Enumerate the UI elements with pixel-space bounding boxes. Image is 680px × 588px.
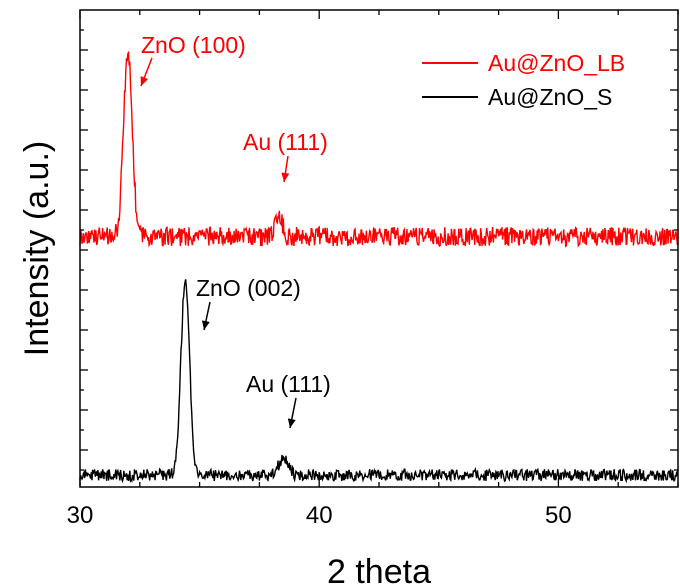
legend: Au@ZnO_LB Au@ZnO_S [422, 50, 625, 110]
annotation-zno-100: ZnO (100) [141, 32, 246, 58]
annotation-arrow-head [281, 172, 290, 182]
series-line-au-zno-s [79, 279, 679, 484]
x-tick-label: 40 [306, 502, 333, 529]
series-line-au-zno-lb [79, 50, 679, 249]
annotation-au-111-lb: Au (111) [243, 129, 328, 155]
annotation-au-111-s: Au (111) [246, 371, 331, 397]
series-layer [79, 50, 679, 484]
x-axis-title: 2 theta [327, 553, 431, 588]
annotation-zno-002: ZnO (002) [196, 275, 301, 301]
annotation-arrow-head [287, 418, 296, 428]
legend-label-au-zno-lb: Au@ZnO_LB [488, 50, 625, 76]
x-tick-label: 50 [545, 502, 572, 529]
x-tick-label: 30 [67, 502, 94, 529]
plot-frame [79, 9, 679, 488]
annotation-arrow-head [140, 76, 149, 86]
annotation-arrow-head [201, 320, 210, 330]
y-axis-title: Intensity (a.u.) [18, 141, 56, 356]
annotation-arrows [140, 57, 297, 429]
axis-ticks: 30 40 50 [67, 10, 679, 529]
legend-label-au-zno-s: Au@ZnO_S [488, 84, 612, 110]
